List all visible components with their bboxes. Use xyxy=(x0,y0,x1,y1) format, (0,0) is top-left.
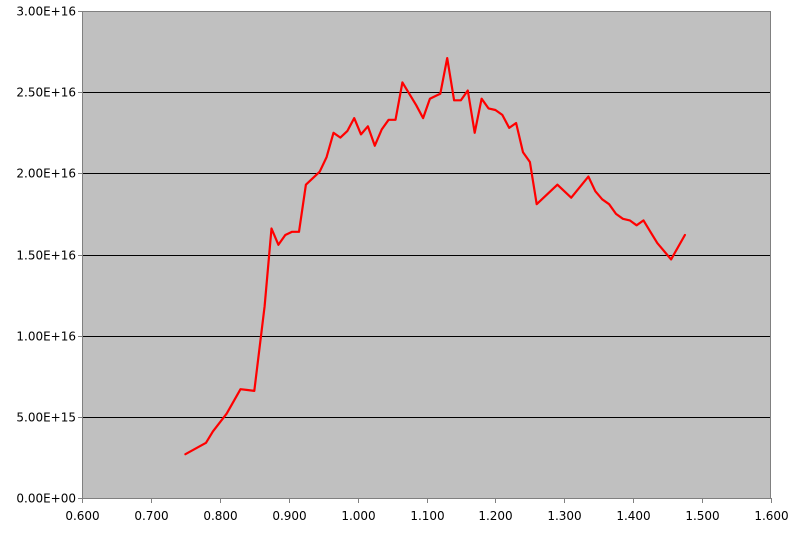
x-tick-label: 0.700 xyxy=(134,509,168,523)
y-tick-label: 1.00E+16 xyxy=(16,330,76,344)
y-tick-label: 2.00E+16 xyxy=(16,167,76,181)
series-layer xyxy=(184,56,687,456)
x-tick-label: 1.000 xyxy=(341,509,375,523)
x-tick-label: 0.600 xyxy=(65,509,99,523)
y-tick-label: 0.00E+00 xyxy=(16,492,76,506)
y-axis-tick-labels: 0.00E+00 5.00E+15 1.00E+16 1.50E+16 2.00E+16… xyxy=(16,5,76,506)
x-tick-label: 0.800 xyxy=(203,509,237,523)
y-tick-label: 1.50E+16 xyxy=(16,249,76,263)
x-tick-label: 1.600 xyxy=(754,509,788,523)
x-tick-label: 0.900 xyxy=(272,509,306,523)
x-tick-label: 1.500 xyxy=(685,509,719,523)
x-tick-label: 1.100 xyxy=(410,509,444,523)
y-tick-label: 5.00E+15 xyxy=(16,411,76,425)
x-axis-tick-labels: 0.600 0.700 0.800 0.900 1.000 1.100 1.200 1.300… xyxy=(65,509,788,523)
y-tick-label: 2.50E+16 xyxy=(16,86,76,100)
axes xyxy=(78,11,772,503)
y-tick-label: 3.00E+16 xyxy=(16,5,76,19)
series-line xyxy=(184,56,687,456)
x-tick-label: 1.300 xyxy=(547,509,581,523)
x-tick-label: 1.400 xyxy=(616,509,650,523)
x-tick-label: 1.200 xyxy=(478,509,512,523)
